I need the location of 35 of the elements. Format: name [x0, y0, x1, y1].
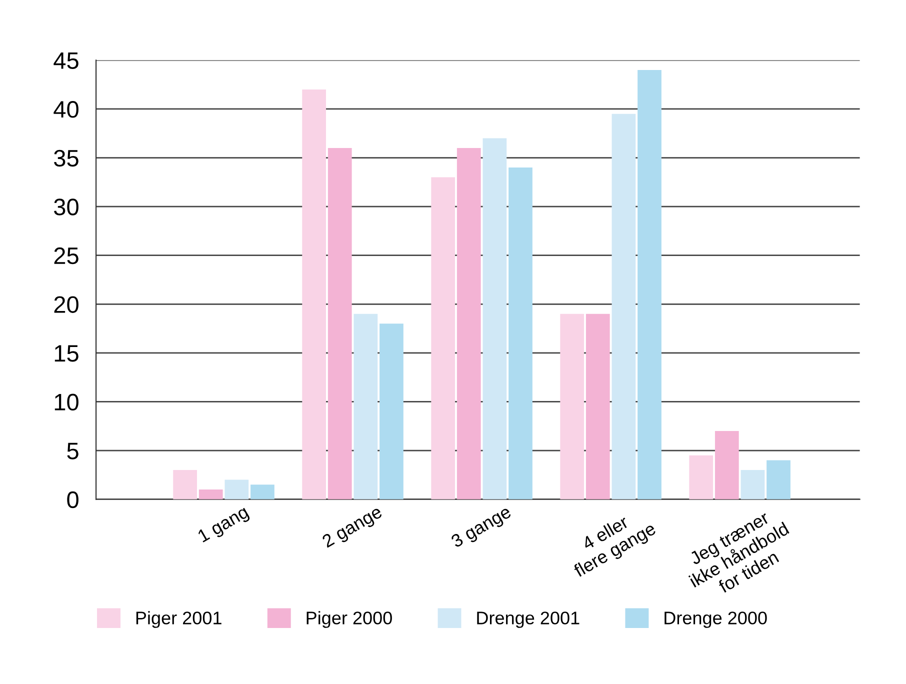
- bar: [560, 314, 584, 500]
- bar: [224, 480, 249, 500]
- y-tick-label: 35: [54, 150, 78, 167]
- bar: [380, 324, 404, 500]
- bar: [689, 455, 714, 500]
- y-tick-label: 10: [54, 394, 78, 411]
- y-tick-label: 20: [54, 296, 78, 313]
- bar: [766, 460, 790, 500]
- bar: [328, 148, 352, 500]
- y-tick-label: 30: [54, 198, 78, 216]
- y-tick-label: 15: [54, 345, 78, 362]
- bar: [302, 89, 326, 500]
- bar: [482, 138, 507, 500]
- bar: [508, 168, 532, 500]
- legend-label: Piger 2001: [136, 611, 222, 628]
- legend-label: Drenge 2000: [664, 612, 767, 628]
- bar: [740, 470, 765, 500]
- y-tick-label: 0: [67, 491, 78, 508]
- bar: [250, 484, 274, 500]
- legend-label: Drenge 2001: [477, 612, 580, 628]
- bar: [586, 314, 610, 500]
- bar: [173, 470, 197, 500]
- bar: [612, 114, 636, 500]
- y-tick-label: 25: [54, 247, 78, 264]
- bar: [354, 314, 378, 500]
- legend-label: Piger 2000: [306, 611, 392, 628]
- bar: [714, 431, 739, 500]
- bar: [198, 490, 223, 500]
- bar: [638, 70, 662, 500]
- bar: [431, 177, 456, 500]
- bar: [456, 148, 481, 500]
- y-tick-label: 45: [54, 52, 78, 69]
- x-tick-label: 1 gang: [197, 505, 251, 546]
- y-tick-label: 40: [54, 101, 78, 118]
- y-tick-label: 5: [67, 442, 78, 460]
